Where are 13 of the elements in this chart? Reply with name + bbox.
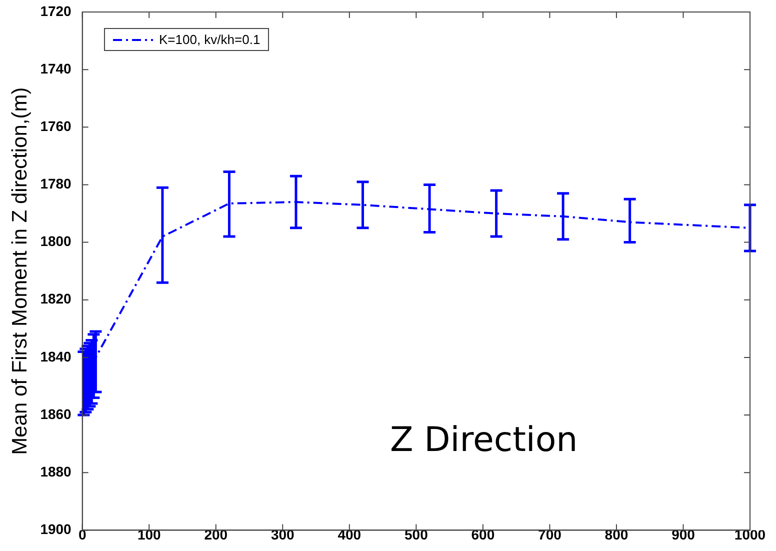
y-tick-label: 1840 (40, 348, 72, 364)
y-tick-label: 1780 (40, 176, 72, 192)
y-tick-label: 1720 (40, 2, 72, 19)
y-tick-label: 1760 (40, 118, 72, 134)
y-tick-label: 1880 (40, 463, 72, 480)
y-tick-label: 1820 (40, 290, 72, 307)
annotation: Z Direction (390, 420, 578, 460)
y-tick-label: 1800 (40, 233, 72, 250)
y-tick-label: 1900 (40, 521, 72, 538)
y-axis-title: Mean of First Moment in Z direction,(m) (8, 87, 32, 455)
y-tick-label: 1740 (40, 60, 72, 76)
y-tick-label: 1860 (40, 406, 72, 422)
legend-label: K=100, kv/kh=0.1 (159, 32, 260, 47)
